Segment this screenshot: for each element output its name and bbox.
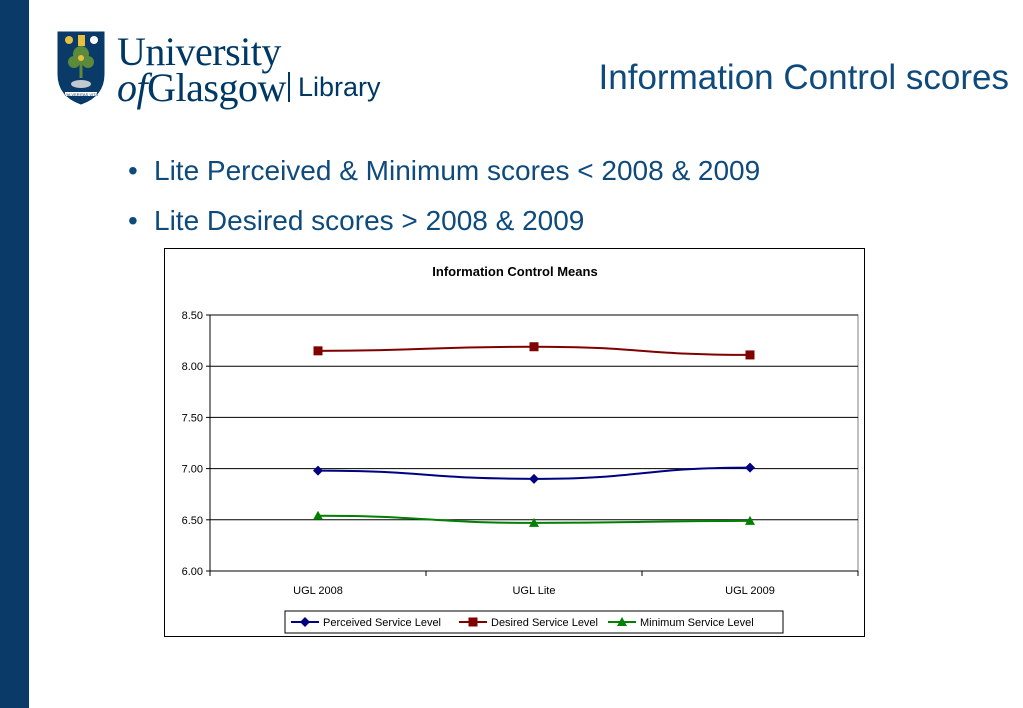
legend-label: Desired Service Level [491, 617, 598, 629]
plot-area [209, 314, 859, 572]
bullet-item: • Lite Desired scores > 2008 & 2009 [128, 203, 760, 253]
data-point [529, 342, 539, 352]
legend-marker [617, 617, 627, 626]
crest-icon: VIA VERITAS VITA [57, 31, 105, 105]
y-tick-label: 6.00 [182, 566, 203, 578]
chart-container: Information Control Means 6.00 6.50 7.00 7.5… [164, 248, 865, 637]
legend-marker [300, 617, 310, 627]
data-point [313, 510, 323, 520]
logo-of-text: of [117, 65, 148, 110]
bullet-text: Lite Desired scores > 2008 & 2009 [154, 205, 585, 236]
logo-glasgow-word: Glasgow [147, 65, 286, 110]
bullet-item: • Lite Perceived & Minimum scores < 2008 … [128, 153, 760, 203]
data-point [745, 350, 755, 360]
data-point [529, 473, 539, 484]
data-point [745, 462, 755, 473]
y-tick-label: 7.00 [182, 464, 203, 476]
logo-university-text: University [117, 29, 281, 74]
crest-motto: VIA VERITAS VITA [64, 92, 98, 97]
legend-label: Perceived Service Level [323, 617, 441, 629]
slide-title: Information Control scores [598, 58, 1009, 97]
data-point [745, 515, 755, 525]
bullet-list: • Lite Perceived & Minimum scores < 2008 … [128, 153, 760, 253]
y-tick-label: 6.50 [182, 515, 203, 527]
legend-label: Minimum Service Level [640, 617, 754, 629]
x-tick-label: UGL 2009 [725, 585, 775, 597]
side-bar [0, 0, 29, 708]
legend-marker [468, 617, 478, 627]
y-tick-label: 7.50 [182, 412, 203, 424]
bullet-dot: • [128, 205, 138, 236]
logo-glasgow-text: ofGlasgow [117, 64, 286, 111]
data-point [313, 346, 323, 356]
data-point [313, 465, 323, 476]
logo-divider [288, 72, 290, 102]
x-tick-label: UGL 2008 [293, 585, 343, 597]
chart-title: Information Control Means [432, 264, 597, 279]
legend [284, 610, 784, 634]
bullet-text: Lite Perceived & Minimum scores < 2008 &… [154, 155, 761, 186]
university-logo: VIA VERITAS VITA University ofGlasgow Li… [55, 28, 395, 111]
y-tick-label: 8.00 [182, 361, 203, 373]
data-point [529, 517, 539, 527]
logo-library-text: Library [298, 72, 381, 102]
line-chart: Information Control Means 6.00 6.50 7.00 7.5… [182, 264, 859, 634]
x-tick-label: UGL Lite [512, 585, 555, 597]
y-tick-label: 8.50 [182, 310, 203, 322]
bullet-dot: • [128, 155, 138, 186]
